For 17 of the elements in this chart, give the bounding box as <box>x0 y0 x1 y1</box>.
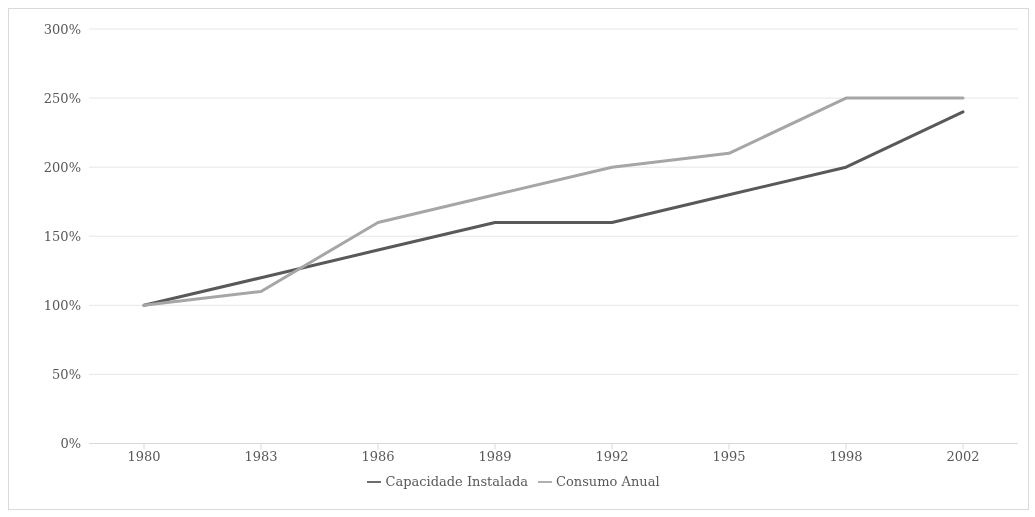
y-tick-label: 0% <box>60 436 81 452</box>
y-tick-label: 50% <box>52 367 81 383</box>
y-tick-label: 250% <box>43 90 81 106</box>
x-tick-label: 1989 <box>478 448 512 464</box>
y-tick-label: 300% <box>43 21 81 37</box>
x-tick-label: 1995 <box>712 448 746 464</box>
y-tick-label: 100% <box>43 297 81 313</box>
x-tick-label: 1986 <box>361 448 395 464</box>
x-tick-label: 1980 <box>127 448 161 464</box>
legend-label: Consumo Anual <box>556 473 660 489</box>
x-tick-label: 1983 <box>244 448 278 464</box>
y-tick-label: 150% <box>43 228 81 244</box>
x-tick-label: 1992 <box>595 448 629 464</box>
x-tick-label: 1998 <box>829 448 863 464</box>
y-tick-label: 200% <box>43 159 81 175</box>
legend-label: Capacidade Instalada <box>385 473 529 489</box>
x-tick-label: 2002 <box>946 448 980 464</box>
